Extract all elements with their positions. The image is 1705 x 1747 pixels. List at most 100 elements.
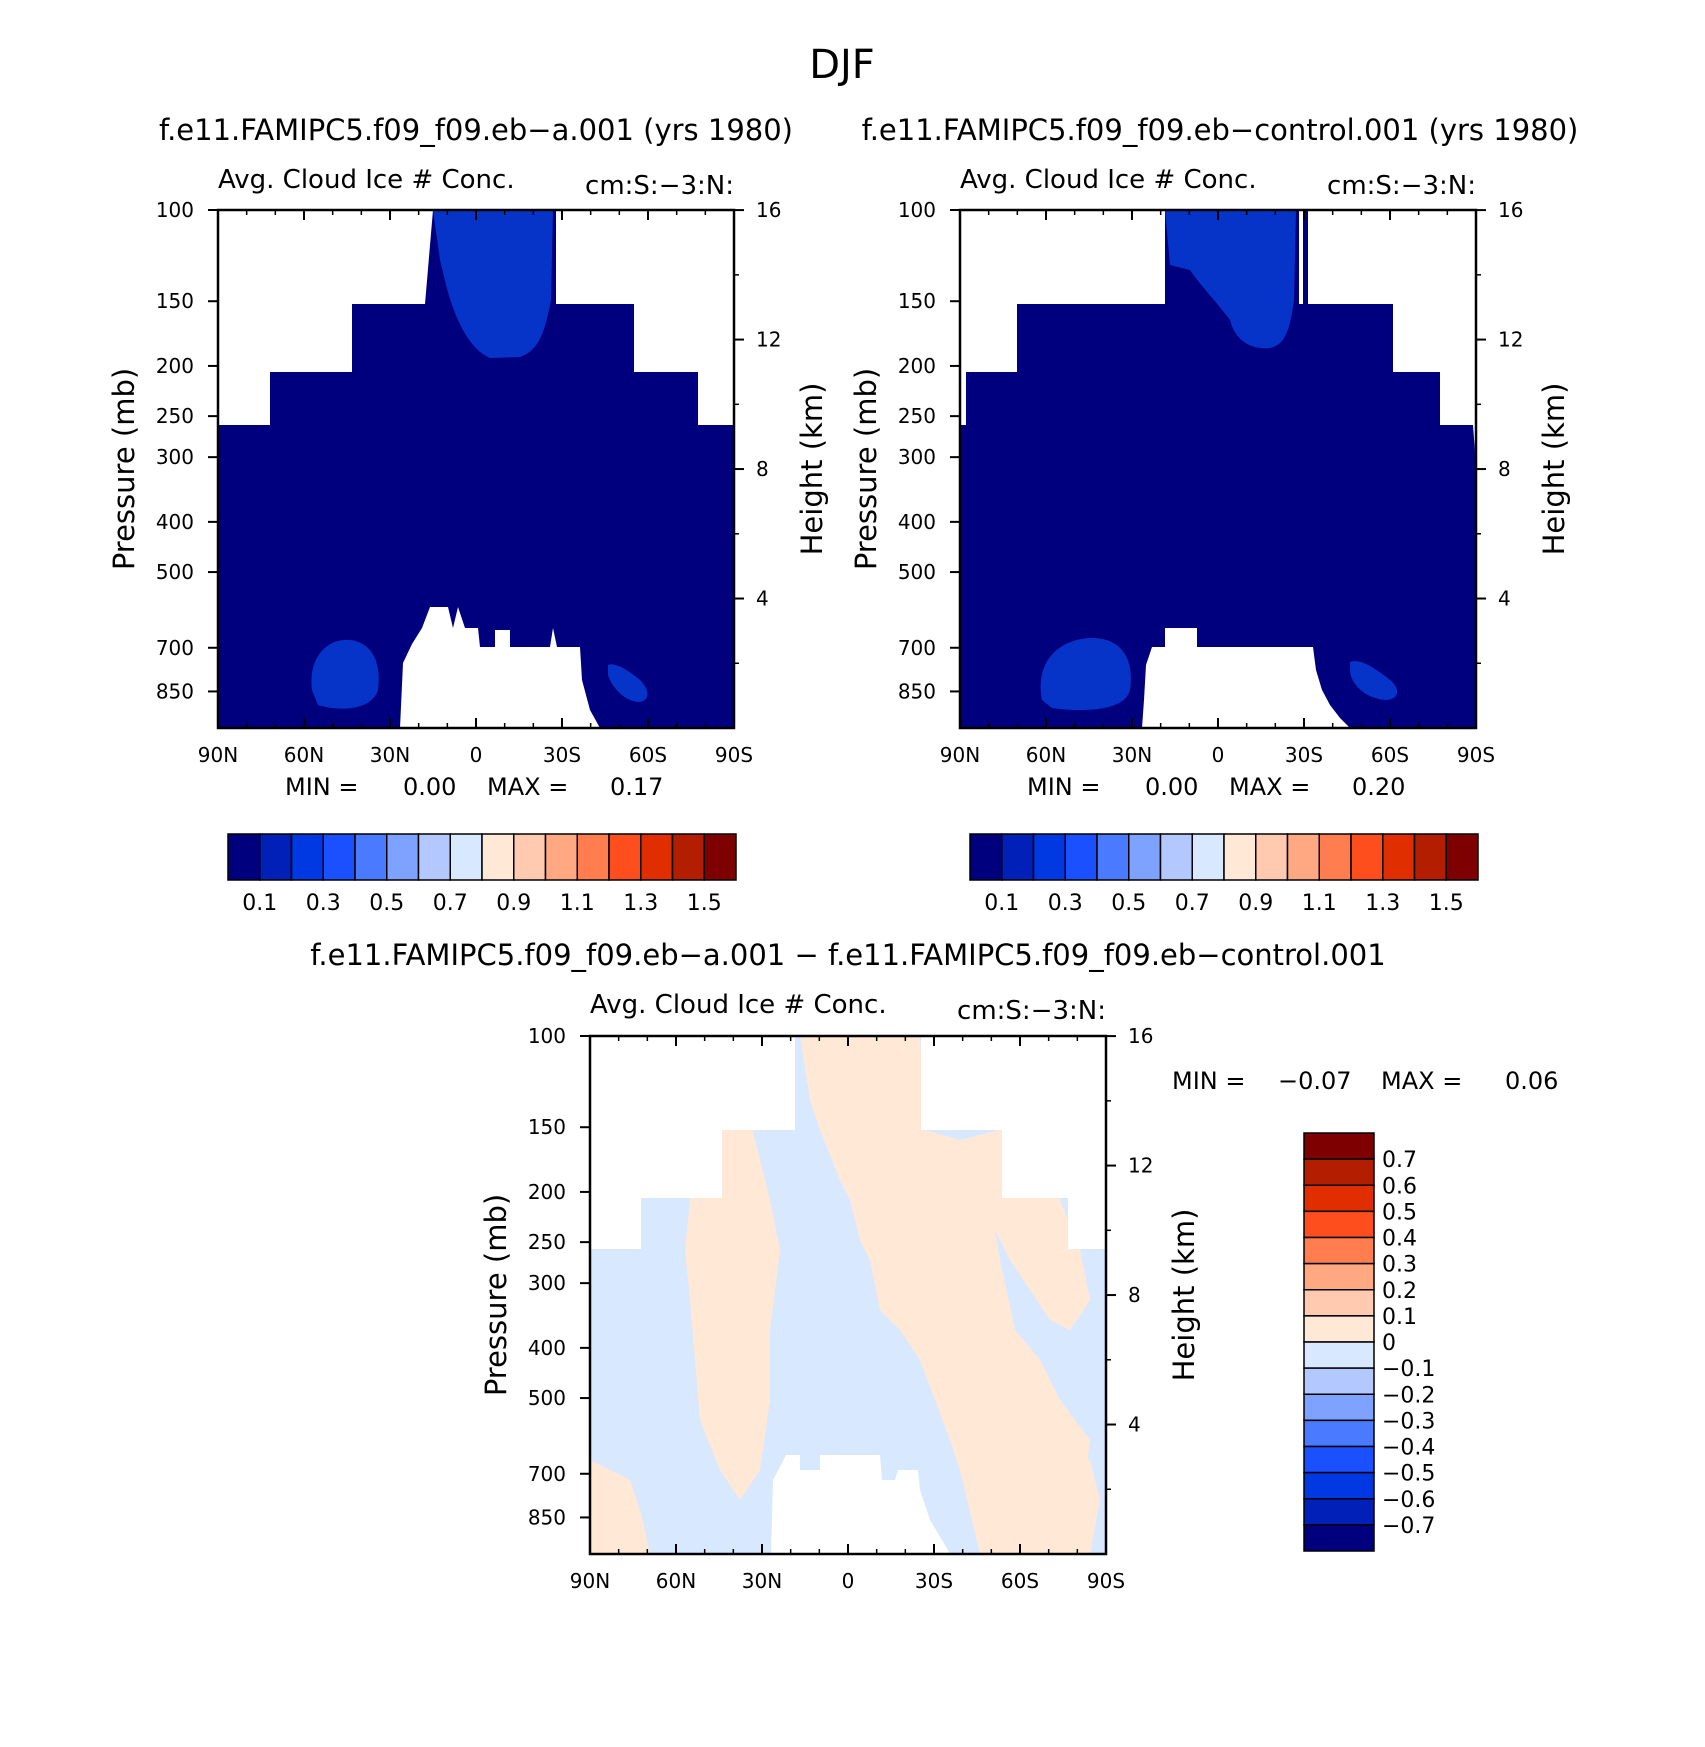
panel-diff-positive-sh-upper <box>960 1130 1090 1330</box>
y2-tick-label: 12 <box>756 328 781 352</box>
y-tick-label: 100 <box>898 198 936 222</box>
colorbar-label: 1.1 <box>560 891 595 916</box>
x-tick-label: 30S <box>543 743 581 767</box>
colorbar-label: 0.3 <box>306 891 341 916</box>
colorbar-label: 0.5 <box>1382 1200 1417 1225</box>
colorbar-box <box>969 833 1003 881</box>
colorbar-box <box>1303 1498 1375 1526</box>
y-tick-label: 300 <box>156 445 194 469</box>
panel-b-max-label: MAX = <box>1229 773 1310 801</box>
panel-b-colorbar: 0.1 0.3 0.5 0.7 0.9 1.1 1.3 1.5 <box>969 833 1479 916</box>
y-tick-label: 850 <box>898 679 936 703</box>
x-tick-label: 0 <box>1212 743 1225 767</box>
panel-b-ice-sh-blob <box>1350 661 1398 700</box>
colorbar-box <box>1303 1445 1375 1474</box>
y-tick-label: 200 <box>898 354 936 378</box>
panel-a-axes: 90N 60N 30N 0 30S 60S 90S 100 150 200 250 300 400 500… <box>156 198 782 767</box>
panel-diff-title: f.e11.FAMIPC5.f09_f09.eb−a.001 − f.e11.F… <box>310 938 1385 972</box>
panel-diff-min-label: MIN = <box>1172 1067 1245 1095</box>
panel-a-subtitle-right: cm:S:−3:N: <box>585 171 734 201</box>
x-tick-label: 30N <box>370 743 410 767</box>
y-tick-label: 250 <box>528 1230 566 1254</box>
y-tick-label: 200 <box>528 1180 566 1204</box>
colorbar-box <box>703 833 737 881</box>
panel-b-ylabel: Pressure (mb) <box>849 368 883 570</box>
colorbar-box <box>1303 1158 1375 1186</box>
y-tick-label: 300 <box>528 1271 566 1295</box>
panel-a-title: f.e11.FAMIPC5.f09_f09.eb−a.001 (yrs 1980… <box>159 113 793 147</box>
colorbar-label: −0.5 <box>1382 1462 1435 1487</box>
colorbar-box <box>576 833 610 881</box>
x-tick-label: 30N <box>742 1569 782 1593</box>
y2-tick-label: 8 <box>756 457 769 481</box>
panel-b: f.e11.FAMIPC5.f09_f09.eb−control.001 (yr… <box>849 113 1578 916</box>
panel-b-title: f.e11.FAMIPC5.f09_f09.eb−control.001 (yr… <box>862 113 1579 147</box>
panel-b-min-label: MIN = <box>1027 773 1100 801</box>
panel-diff-max-value: 0.06 <box>1505 1067 1558 1095</box>
panel-diff-max-label: MAX = <box>1381 1067 1462 1095</box>
y-tick-label: 850 <box>528 1505 566 1529</box>
panel-a-colorbar: 0.1 0.3 0.5 0.7 0.9 1.1 1.3 1.5 <box>227 833 737 916</box>
colorbar-label: −0.3 <box>1382 1409 1435 1434</box>
colorbar-box <box>1223 833 1257 881</box>
y-tick-label: 500 <box>156 560 194 584</box>
panel-a-ylabel: Pressure (mb) <box>107 368 141 570</box>
colorbar-box <box>1303 1471 1375 1500</box>
colorbar-box <box>417 833 451 881</box>
y2-tick-label: 16 <box>1128 1024 1153 1048</box>
y2-tick-label: 8 <box>1128 1283 1141 1307</box>
x-tick-label: 60N <box>656 1569 696 1593</box>
panel-a-min-value: 0.00 <box>403 773 456 801</box>
colorbar-box <box>1303 1393 1375 1422</box>
y-tick-label: 400 <box>528 1336 566 1360</box>
y-tick-label: 250 <box>898 404 936 428</box>
y2-tick-label: 4 <box>756 587 769 611</box>
y-tick-label: 700 <box>528 1462 566 1486</box>
panel-diff-subtitle-left: Avg. Cloud Ice # Conc. <box>590 990 887 1020</box>
colorbar-label: 0.5 <box>369 891 404 916</box>
y2-tick-label: 4 <box>1498 587 1511 611</box>
x-tick-label: 90S <box>715 743 753 767</box>
colorbar-box <box>354 833 388 881</box>
y-tick-label: 700 <box>156 636 194 660</box>
colorbar-label: 1.1 <box>1302 891 1337 916</box>
colorbar-label: 0.9 <box>496 891 531 916</box>
colorbar-box <box>1303 1184 1375 1213</box>
x-tick-label: 30S <box>915 1569 953 1593</box>
panel-diff-positive-sh-low <box>1010 1430 1100 1554</box>
colorbar-box <box>1318 833 1352 881</box>
panel-a-max-value: 0.17 <box>610 773 663 801</box>
colorbar-label: 0.1 <box>1382 1305 1417 1330</box>
panel-diff-min-value: −0.07 <box>1278 1067 1352 1095</box>
colorbar-box <box>1303 1236 1375 1265</box>
colorbar-box <box>1191 833 1225 881</box>
colorbar-box <box>1303 1524 1375 1552</box>
colorbar-box <box>386 833 420 881</box>
x-tick-label: 90N <box>198 743 238 767</box>
colorbar-box <box>1413 833 1447 881</box>
colorbar-label: 0.7 <box>1382 1148 1417 1173</box>
y2-tick-label: 8 <box>1498 457 1511 481</box>
panel-diff-positive-nh-low <box>590 1460 650 1554</box>
panel-diff: f.e11.FAMIPC5.f09_f09.eb−a.001 − f.e11.F… <box>310 938 1558 1593</box>
panel-b-axes: 90N 60N 30N 0 30S 60S 90S 100 150 200 250 300 400 500… <box>898 198 1524 767</box>
colorbar-label: 0 <box>1382 1331 1396 1356</box>
panel-diff-orography-mask <box>771 1455 950 1554</box>
colorbar-box <box>1445 833 1479 881</box>
x-tick-label: 60S <box>629 743 667 767</box>
colorbar-label: 0.7 <box>433 891 468 916</box>
y-tick-label: 100 <box>528 1024 566 1048</box>
panel-a-max-label: MAX = <box>487 773 568 801</box>
panel-diff-positive-central <box>800 1036 1090 1554</box>
panel-a-top-mask-right <box>556 210 734 425</box>
y2-tick-label: 16 <box>756 198 781 222</box>
colorbar-label: −0.4 <box>1382 1436 1435 1461</box>
colorbar-box <box>1303 1341 1375 1369</box>
colorbar-box <box>1303 1132 1375 1160</box>
panel-a-plot-area <box>218 210 734 728</box>
colorbar-box <box>1303 1315 1375 1343</box>
panel-diff-subtitle-right: cm:S:−3:N: <box>957 996 1106 1026</box>
colorbar-box <box>1032 833 1066 881</box>
